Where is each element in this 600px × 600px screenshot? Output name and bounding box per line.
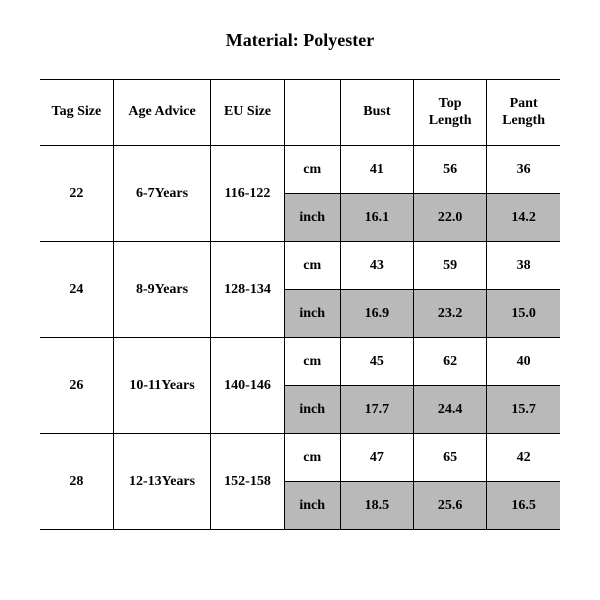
cell-bust: 43 <box>340 242 413 290</box>
page: Material: Polyester Tag Size Age Advice … <box>0 0 600 600</box>
cell-top: 56 <box>413 146 486 194</box>
cell-pant: 15.7 <box>487 386 560 434</box>
cell-pant: 42 <box>487 434 560 482</box>
cell-bust: 16.9 <box>340 290 413 338</box>
table-body: 226-7Years116-122cm415636inch16.122.014.… <box>40 146 560 530</box>
cell-bust: 16.1 <box>340 194 413 242</box>
size-table: Tag Size Age Advice EU Size Bust Top Leng… <box>40 79 560 530</box>
cell-pant: 15.0 <box>487 290 560 338</box>
cell-age: 12-13Years <box>113 434 211 530</box>
cell-tag: 28 <box>40 434 113 530</box>
col-pant-length-l1: Pant <box>510 96 538 111</box>
cell-eu: 128-134 <box>211 242 284 338</box>
cell-age: 8-9Years <box>113 242 211 338</box>
col-unit <box>284 80 340 146</box>
cell-unit: cm <box>284 338 340 386</box>
col-age-advice: Age Advice <box>113 80 211 146</box>
cell-unit: cm <box>284 146 340 194</box>
col-eu-size: EU Size <box>211 80 284 146</box>
cell-eu: 152-158 <box>211 434 284 530</box>
table-row: 2812-13Years152-158cm476542 <box>40 434 560 482</box>
cell-unit: cm <box>284 434 340 482</box>
col-bust: Bust <box>340 80 413 146</box>
table-row: 226-7Years116-122cm415636 <box>40 146 560 194</box>
col-tag-size: Tag Size <box>40 80 113 146</box>
page-title: Material: Polyester <box>0 30 600 51</box>
cell-eu: 140-146 <box>211 338 284 434</box>
cell-tag: 26 <box>40 338 113 434</box>
cell-bust: 41 <box>340 146 413 194</box>
table-row: 248-9Years128-134cm435938 <box>40 242 560 290</box>
table-row: 2610-11Years140-146cm456240 <box>40 338 560 386</box>
cell-pant: 36 <box>487 146 560 194</box>
cell-tag: 22 <box>40 146 113 242</box>
cell-pant: 14.2 <box>487 194 560 242</box>
cell-bust: 18.5 <box>340 482 413 530</box>
cell-unit: inch <box>284 194 340 242</box>
col-pant-length: Pant Length <box>487 80 560 146</box>
cell-top: 22.0 <box>413 194 486 242</box>
cell-top: 24.4 <box>413 386 486 434</box>
cell-tag: 24 <box>40 242 113 338</box>
cell-top: 23.2 <box>413 290 486 338</box>
cell-unit: inch <box>284 482 340 530</box>
cell-eu: 116-122 <box>211 146 284 242</box>
cell-top: 25.6 <box>413 482 486 530</box>
col-top-length-l1: Top <box>439 96 462 111</box>
cell-pant: 38 <box>487 242 560 290</box>
cell-bust: 45 <box>340 338 413 386</box>
col-top-length-l2: Length <box>429 113 472 128</box>
cell-top: 59 <box>413 242 486 290</box>
table-header-row: Tag Size Age Advice EU Size Bust Top Leng… <box>40 80 560 146</box>
cell-top: 62 <box>413 338 486 386</box>
cell-pant: 40 <box>487 338 560 386</box>
cell-age: 6-7Years <box>113 146 211 242</box>
col-pant-length-l2: Length <box>502 113 545 128</box>
cell-unit: cm <box>284 242 340 290</box>
cell-unit: inch <box>284 386 340 434</box>
cell-bust: 17.7 <box>340 386 413 434</box>
cell-top: 65 <box>413 434 486 482</box>
cell-pant: 16.5 <box>487 482 560 530</box>
cell-age: 10-11Years <box>113 338 211 434</box>
size-table-wrap: Tag Size Age Advice EU Size Bust Top Leng… <box>40 79 560 530</box>
cell-unit: inch <box>284 290 340 338</box>
col-top-length: Top Length <box>413 80 486 146</box>
cell-bust: 47 <box>340 434 413 482</box>
